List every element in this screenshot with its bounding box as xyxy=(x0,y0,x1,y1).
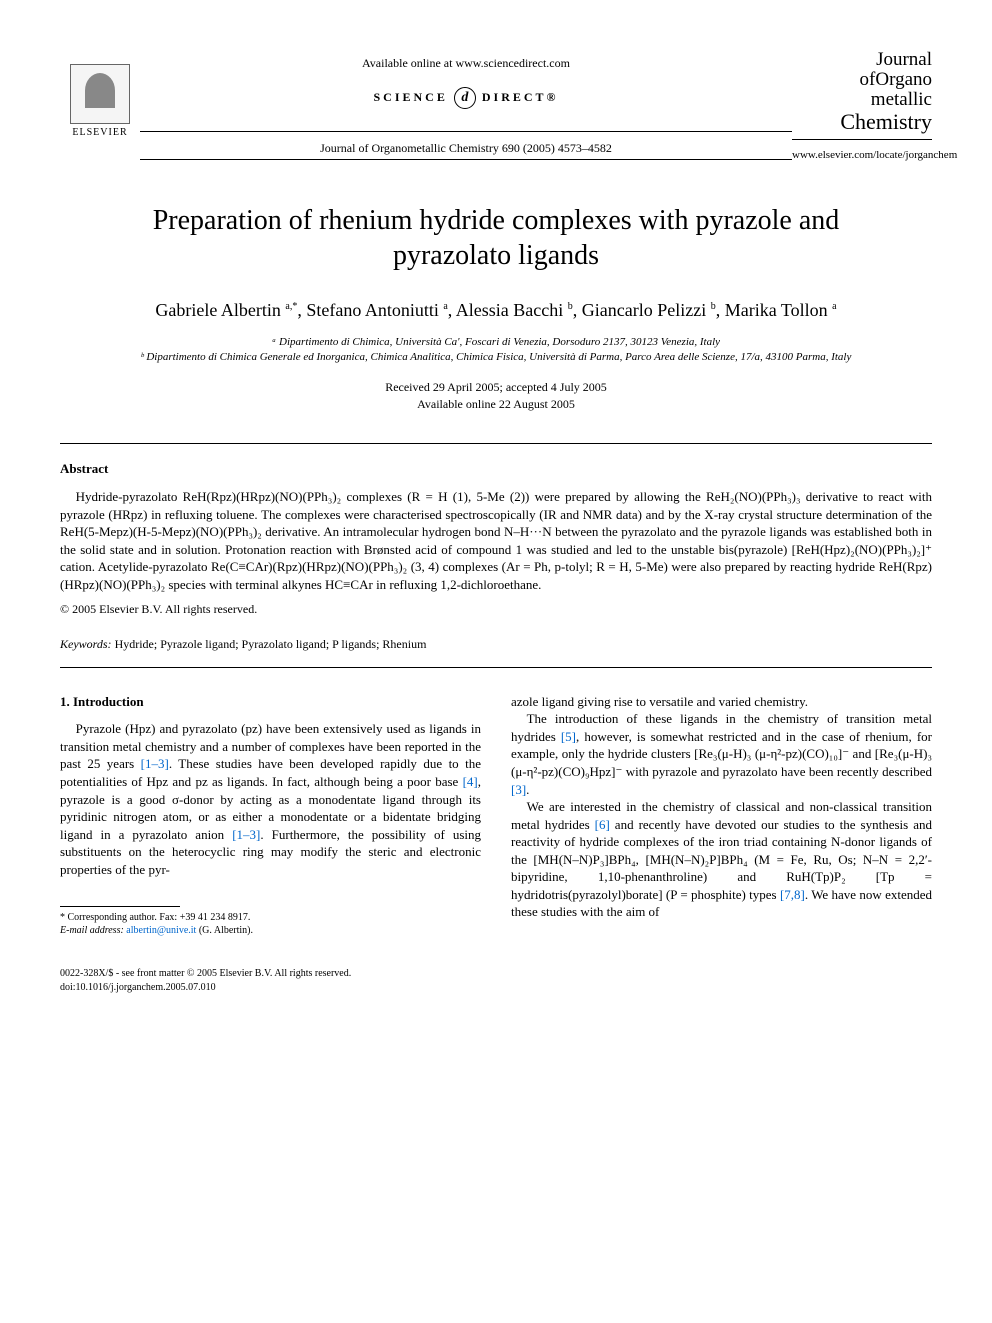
abstract-top-rule xyxy=(60,443,932,444)
page-header: ELSEVIER Available online at www.science… xyxy=(60,50,932,163)
abstract-heading: Abstract xyxy=(60,460,932,478)
email-footnote: E-mail address: albertin@unive.it (G. Al… xyxy=(60,924,481,937)
journal-logo-rule xyxy=(792,139,932,140)
email-address[interactable]: albertin@unive.it xyxy=(126,925,196,936)
available-online-date: Available online 22 August 2005 xyxy=(60,396,932,413)
sd-d-icon: d xyxy=(454,87,476,109)
sd-left: SCIENCE xyxy=(374,89,448,106)
abstract-copyright: © 2005 Elsevier B.V. All rights reserved… xyxy=(60,601,932,618)
journal-reference: Journal of Organometallic Chemistry 690 … xyxy=(140,140,792,157)
elsevier-tree-icon xyxy=(70,64,130,124)
affiliations: ᵃ Dipartimento di Chimica, Università Ca… xyxy=(60,335,932,365)
intro-para-2: The introduction of these ligands in the… xyxy=(511,710,932,798)
header-rule-top xyxy=(140,131,792,132)
journal-logo-line3: metallic xyxy=(792,90,932,110)
sd-right: DIRECT® xyxy=(482,89,559,106)
keywords-line: Keywords: Hydride; Pyrazole ligand; Pyra… xyxy=(60,636,932,653)
available-online-text: Available online at www.sciencedirect.co… xyxy=(140,55,792,72)
keywords-bottom-rule xyxy=(60,667,932,668)
journal-logo-line4: Chemistry xyxy=(792,110,932,133)
footnote-rule xyxy=(60,906,180,907)
intro-heading: 1. Introduction xyxy=(60,693,481,711)
email-label: E-mail address: xyxy=(60,925,124,936)
doi: doi:10.1016/j.jorganchem.2005.07.010 xyxy=(60,981,932,995)
journal-logo-line1: Journal xyxy=(792,50,932,70)
intro-para-1: Pyrazole (Hpz) and pyrazolato (pz) have … xyxy=(60,720,481,878)
header-center: Available online at www.sciencedirect.co… xyxy=(140,50,792,162)
keywords-label: Keywords: xyxy=(60,637,112,651)
keywords-list: Hydride; Pyrazole ligand; Pyrazolato lig… xyxy=(115,637,427,651)
intro-para-1-cont: azole ligand giving rise to versatile an… xyxy=(511,693,932,711)
header-rule-bottom xyxy=(140,159,792,160)
elsevier-logo: ELSEVIER xyxy=(60,50,140,140)
affiliation-b: ᵇ Dipartimento di Chimica Generale ed In… xyxy=(60,350,932,365)
email-who: (G. Albertin). xyxy=(199,925,253,936)
sciencedirect-logo: SCIENCE d DIRECT® xyxy=(374,87,559,109)
affiliation-a: ᵃ Dipartimento di Chimica, Università Ca… xyxy=(60,335,932,350)
abstract-body: Hydride-pyrazolato ReH(Rpz)(HRpz)(NO)(PP… xyxy=(60,488,932,593)
intro-para-3: We are interested in the chemistry of cl… xyxy=(511,798,932,921)
body-columns: 1. Introduction Pyrazole (Hpz) and pyraz… xyxy=(60,693,932,937)
publisher-name: ELSEVIER xyxy=(72,126,127,140)
received-date: Received 29 April 2005; accepted 4 July … xyxy=(60,379,932,396)
paper-dates: Received 29 April 2005; accepted 4 July … xyxy=(60,379,932,413)
journal-logo-line2: ofOrgano xyxy=(792,70,932,90)
column-right: azole ligand giving rise to versatile an… xyxy=(511,693,932,937)
page-footer: 0022-328X/$ - see front matter © 2005 El… xyxy=(60,967,932,995)
column-left: 1. Introduction Pyrazole (Hpz) and pyraz… xyxy=(60,693,481,937)
paper-title: Preparation of rhenium hydride complexes… xyxy=(140,203,852,273)
author-list: Gabriele Albertin a,*, Stefano Antoniutt… xyxy=(60,298,932,323)
locate-url: www.elsevier.com/locate/jorganchem xyxy=(792,148,932,163)
front-matter: 0022-328X/$ - see front matter © 2005 El… xyxy=(60,967,932,981)
corresponding-footnote: * Corresponding author. Fax: +39 41 234 … xyxy=(60,911,481,924)
journal-logo-block: Journal ofOrgano metallic Chemistry www.… xyxy=(792,50,932,163)
